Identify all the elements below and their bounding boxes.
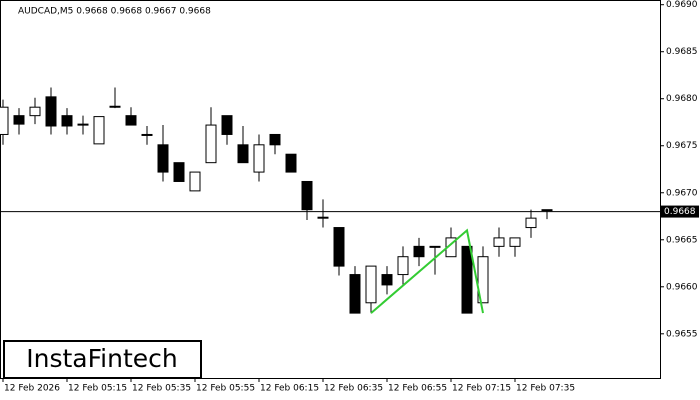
x-tick-label: 12 Feb 07:35 [516,384,575,394]
candle-body [525,217,537,229]
candle-body [333,227,345,267]
candle-body [157,144,169,173]
logo: InstaFintech [26,344,178,373]
candle-body [189,171,201,192]
candle-body [173,162,185,182]
x-tick-label: 12 Feb 06:55 [388,384,447,394]
candle-body [397,256,409,276]
candle-body [205,124,217,164]
x-tick-label: 12 Feb 2026 [4,384,60,394]
x-tick-label: 12 Feb 07:15 [452,384,511,394]
candle-body [317,216,329,219]
candle-body [301,180,313,211]
candle-body [109,105,121,108]
pattern-line [370,228,484,314]
plot-frame [0,0,661,379]
candle-body [477,256,489,304]
logo-box [3,340,202,379]
candle-body [269,133,281,146]
x-tick-label: 12 Feb 05:55 [196,384,255,394]
candle-body [237,144,249,164]
y-tick-label: 0.9670 [666,188,698,198]
y-tick-label: 0.9675 [666,141,698,151]
candle-body [221,115,233,135]
candle-body [429,245,441,248]
x-tick-label: 12 Feb 06:35 [324,384,383,394]
candle-body [13,115,25,125]
candle-body [93,116,105,145]
candle-body [0,106,9,135]
y-tick-label: 0.9680 [666,94,698,104]
price-label-box [661,205,699,218]
y-tick-label: 0.9655 [666,329,698,339]
candle-body [61,115,73,127]
candle-body [141,133,153,136]
candle-body [381,274,393,286]
x-tick-label: 12 Feb 05:35 [132,384,191,394]
candle-body [45,96,57,127]
y-tick-label: 0.9665 [666,235,698,245]
chart-title: AUDCAD,M5 0.9668 0.9668 0.9667 0.9668 [18,7,211,17]
y-tick-label: 0.9660 [666,282,698,292]
y-tick-label: 0.9690 [666,0,698,10]
candle-body [413,245,425,258]
candle-body [365,265,377,304]
y-tick-label: 0.9685 [666,47,698,57]
candle-body [349,274,361,314]
candle-body [461,245,473,314]
candle-body [29,106,41,117]
candle-body [125,115,137,126]
candle-body [285,153,297,173]
candle-body [509,237,521,247]
candle-body [77,123,89,126]
x-tick-label: 12 Feb 05:15 [68,384,127,394]
candle-body [253,144,265,173]
candle-body [541,209,553,212]
candle-body [493,237,505,247]
x-tick-label: 12 Feb 06:15 [260,384,319,394]
price-label: 0.9668 [664,207,696,217]
